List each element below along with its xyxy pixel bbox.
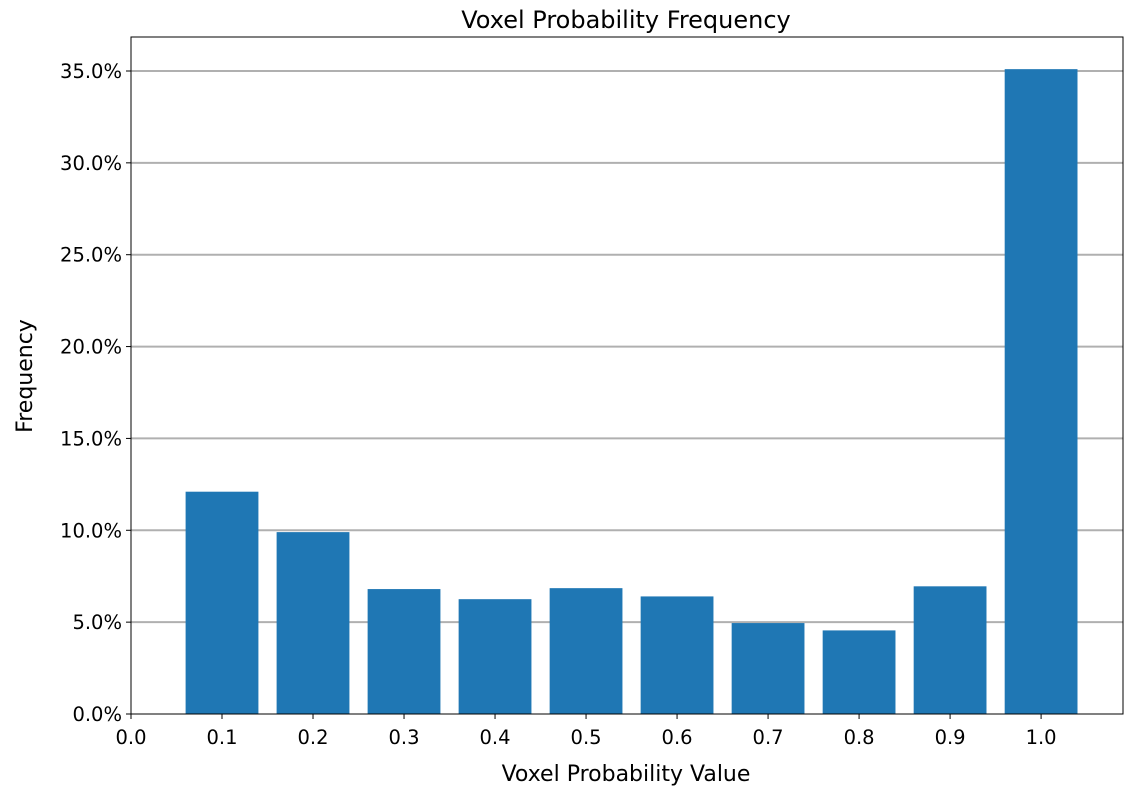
bar bbox=[913, 586, 987, 714]
bar bbox=[1004, 69, 1078, 714]
x-tick-label: 0.7 bbox=[753, 726, 784, 749]
y-tick-label: 25.0% bbox=[60, 244, 122, 267]
gridlines bbox=[131, 69, 1123, 624]
x-tick-label: 0.1 bbox=[207, 726, 238, 749]
chart-title: Voxel Probability Frequency bbox=[461, 6, 791, 34]
x-tick-label: 0.4 bbox=[480, 726, 511, 749]
x-tick-label: 0.5 bbox=[571, 726, 602, 749]
y-tick-label: 0.0% bbox=[72, 703, 122, 726]
x-tick-label: 1.0 bbox=[1026, 726, 1057, 749]
y-tick-label: 30.0% bbox=[60, 152, 122, 175]
y-tick-label: 10.0% bbox=[60, 519, 122, 542]
x-tick-label: 0.6 bbox=[662, 726, 693, 749]
y-tick-label: 20.0% bbox=[60, 336, 122, 359]
x-tick-label: 0.8 bbox=[844, 726, 875, 749]
x-tick-label: 0.0 bbox=[115, 726, 146, 749]
y-tick-label: 5.0% bbox=[72, 611, 122, 634]
bar bbox=[549, 588, 623, 714]
bar bbox=[276, 532, 350, 714]
bar bbox=[185, 491, 259, 714]
x-tick-label: 0.2 bbox=[298, 726, 329, 749]
x-axis-ticks: 0.0 0.1 0.2 0.3 0.4 0.5 0.6 0.7 0.8 0.9 1.0 bbox=[115, 714, 1057, 749]
bar bbox=[640, 596, 714, 714]
bar bbox=[367, 589, 441, 714]
x-tick-label: 0.3 bbox=[389, 726, 420, 749]
bar bbox=[458, 599, 532, 714]
bars bbox=[185, 69, 1078, 714]
x-tick-label: 0.9 bbox=[935, 726, 966, 749]
y-tick-label: 35.0% bbox=[60, 60, 122, 83]
y-axis-label: Frequency bbox=[13, 319, 38, 433]
x-axis-label: Voxel Probability Value bbox=[502, 762, 751, 787]
bar bbox=[731, 623, 805, 714]
y-tick-label: 15.0% bbox=[60, 427, 122, 450]
plot-area-frame bbox=[130, 36, 1124, 715]
y-axis-ticks: 0.0% 5.0% 10.0% 15.0% 20.0% 25.0% 30.0% 35.0% bbox=[60, 60, 131, 726]
bar bbox=[822, 630, 896, 714]
